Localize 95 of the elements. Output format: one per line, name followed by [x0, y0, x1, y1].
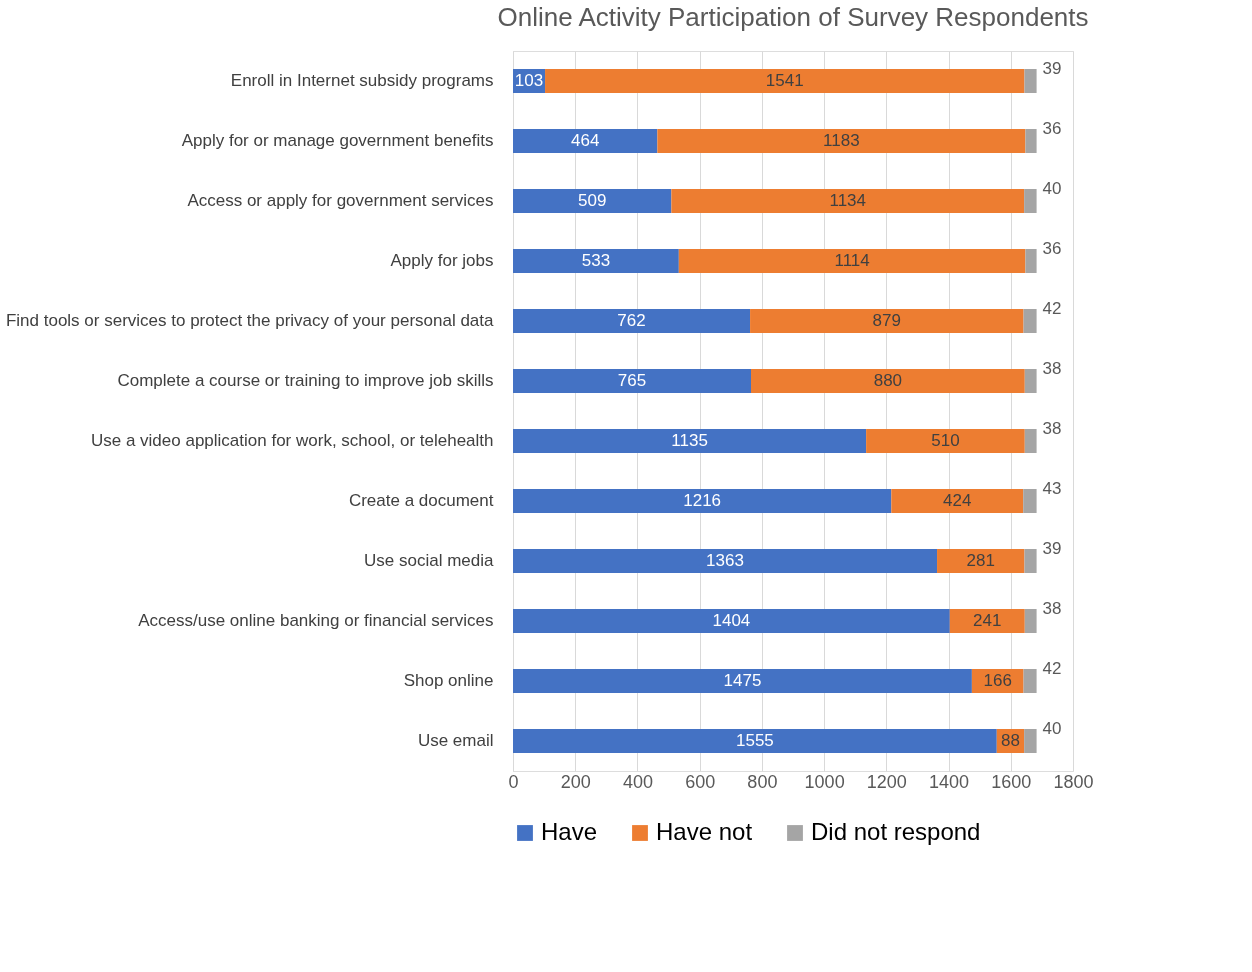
bar [1025, 129, 1037, 153]
data-label: 1135 [671, 431, 708, 450]
data-label: 1475 [723, 671, 762, 690]
x-tick-label: 1800 [1053, 771, 1094, 792]
y-tick-label: Use social media [364, 551, 495, 570]
data-label: 879 [872, 311, 901, 330]
y-tick-label: Complete a course or training to improve job skills [117, 371, 494, 390]
data-label: 166 [983, 671, 1012, 690]
y-tick-label: Access or apply for government services [187, 191, 494, 210]
bar [513, 549, 938, 573]
x-tick-label: 200 [560, 771, 591, 792]
data-label: 42 [1042, 659, 1062, 678]
bar [513, 249, 679, 273]
bar [1023, 489, 1037, 513]
y-tick-label: Create a document [348, 491, 494, 510]
x-tick-label: 1200 [866, 771, 907, 792]
data-label: 1363 [706, 551, 744, 570]
y-tick-label: Apply for or manage government benefits [181, 131, 494, 150]
data-label: 1114 [834, 251, 870, 270]
bar [1023, 309, 1037, 333]
bar [657, 129, 1026, 153]
bar [891, 489, 1024, 513]
bar [513, 669, 972, 693]
bar [750, 309, 1024, 333]
chart-title: Online Activity Participation of Survey Respondents [497, 2, 1089, 32]
x-tick-label: 1400 [929, 771, 970, 792]
legend-label: Have [541, 818, 598, 845]
data-label: 1541 [765, 71, 804, 90]
data-label: 1404 [712, 611, 751, 630]
y-tick-label: Use email [417, 731, 494, 750]
data-label: 38 [1042, 419, 1062, 438]
data-label: 42 [1042, 299, 1062, 318]
bar [513, 729, 997, 753]
data-label: 241 [973, 611, 1002, 630]
bar [513, 369, 751, 393]
bar [545, 69, 1025, 93]
bar [937, 549, 1025, 573]
bar [1025, 249, 1037, 273]
bar [751, 369, 1025, 393]
bar [513, 489, 892, 513]
legend-label: Have not [656, 818, 753, 845]
data-label: 40 [1042, 179, 1062, 198]
data-label: 765 [617, 371, 647, 390]
data-label: 43 [1042, 479, 1062, 498]
data-label: 510 [931, 431, 960, 450]
bar [1023, 669, 1037, 693]
bar [1024, 549, 1037, 573]
data-label: 533 [581, 251, 611, 270]
data-label: 39 [1042, 539, 1062, 558]
y-tick-label: Find tools or services to protect the privacy of your personal data [5, 311, 495, 330]
bar [1024, 609, 1037, 633]
data-label: 88 [1001, 731, 1020, 750]
y-tick-label: Enroll in Internet subsidy programs [230, 71, 494, 90]
data-label: 36 [1042, 239, 1062, 258]
data-label: 880 [873, 371, 903, 390]
bar [1024, 69, 1037, 93]
x-tick-label: 1000 [804, 771, 845, 792]
data-label: 36 [1042, 119, 1062, 138]
x-tick-label: 800 [747, 771, 778, 792]
data-label: 1216 [683, 491, 722, 510]
data-label: 40 [1042, 719, 1062, 738]
bar [1024, 369, 1037, 393]
data-label: 1134 [829, 191, 867, 210]
data-label: 281 [966, 551, 995, 570]
data-label: 38 [1042, 359, 1062, 378]
data-label: 509 [577, 191, 607, 210]
bar [1024, 729, 1037, 753]
bar [866, 429, 1025, 453]
x-tick-label: 0 [508, 771, 519, 792]
data-label: 1183 [823, 131, 860, 150]
data-label: 762 [617, 311, 646, 330]
bar [1024, 189, 1037, 213]
data-label: 38 [1042, 599, 1062, 618]
y-tick-label: Use a video application for work, school, or telehealth [90, 431, 494, 450]
bar [671, 189, 1025, 213]
data-label: 1555 [735, 731, 774, 750]
bar [513, 309, 751, 333]
bar [678, 249, 1026, 273]
bar [513, 609, 950, 633]
legend-label: Did not respond [811, 818, 981, 845]
bar [513, 129, 658, 153]
data-label: 464 [570, 131, 600, 150]
y-tick-label: Apply for jobs [390, 251, 494, 270]
x-tick-label: 400 [622, 771, 653, 792]
bar [513, 429, 867, 453]
y-tick-label: Access/use online banking or financial services [138, 611, 494, 630]
y-tick-label: Shop online [403, 671, 494, 690]
data-label: 424 [943, 491, 972, 510]
bar [513, 189, 672, 213]
x-tick-label: 600 [685, 771, 716, 792]
bar [1024, 429, 1037, 453]
data-label: 103 [514, 71, 544, 90]
data-label: 39 [1042, 59, 1062, 78]
x-tick-label: 1600 [991, 771, 1032, 792]
bar [949, 609, 1025, 633]
